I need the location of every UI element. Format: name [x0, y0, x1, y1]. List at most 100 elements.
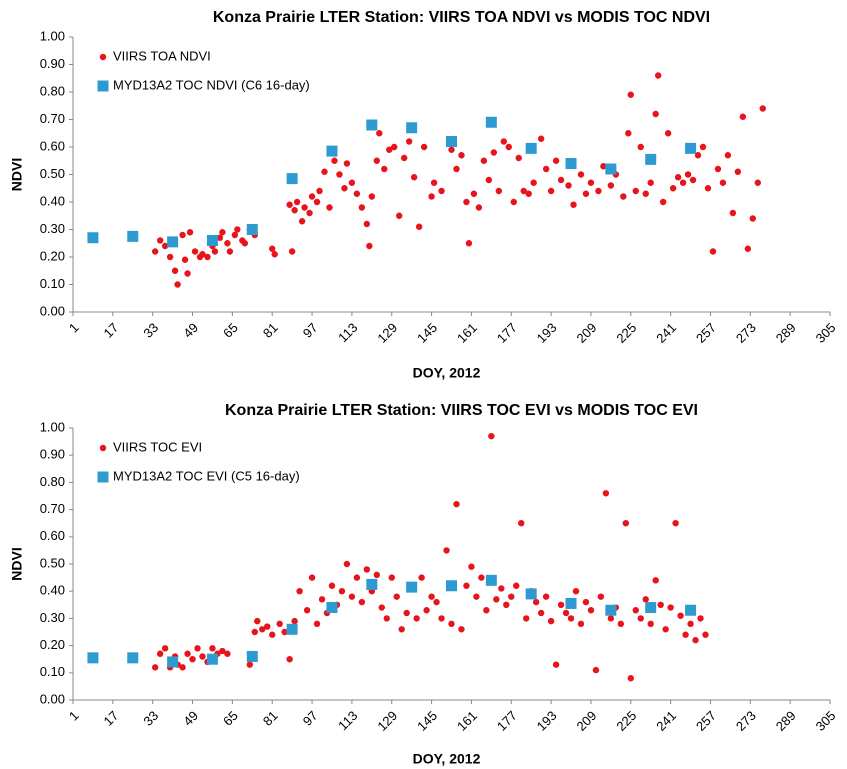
point	[428, 593, 435, 600]
point	[306, 209, 313, 217]
point	[724, 152, 732, 159]
point	[537, 609, 545, 617]
x-tick-label: 145	[414, 320, 440, 346]
point	[373, 571, 380, 579]
point	[403, 609, 410, 617]
y-axis-title: NDVI	[9, 158, 25, 191]
point	[428, 193, 435, 200]
point	[336, 171, 343, 178]
point	[184, 270, 191, 277]
point	[308, 193, 316, 200]
x-tick-label: 113	[335, 320, 360, 345]
square-marker	[406, 581, 418, 593]
point	[518, 520, 525, 527]
point	[443, 547, 450, 554]
square-marker	[167, 656, 179, 668]
point	[473, 593, 480, 600]
x-tick-label: 257	[693, 320, 719, 346]
legend-label: MYD13A2 TOC NDVI (C6 16-day)	[113, 77, 310, 92]
point	[358, 598, 366, 606]
x-tick-label: 177	[494, 708, 520, 734]
point	[391, 143, 398, 151]
point	[672, 520, 679, 527]
point	[542, 593, 550, 600]
point	[485, 176, 493, 184]
point	[478, 574, 485, 581]
point	[620, 193, 627, 200]
point	[383, 615, 390, 622]
point	[562, 609, 570, 617]
point	[702, 631, 709, 638]
point	[510, 198, 517, 206]
point	[607, 615, 615, 622]
chart-title: Konza Prairie LTER Station: VIIRS TOC EV…	[225, 402, 698, 419]
x-axis-title: DOY, 2012	[413, 365, 481, 381]
y-tick-label: 0.00	[40, 303, 65, 318]
square-marker	[167, 236, 179, 248]
point	[326, 204, 333, 211]
point	[625, 130, 632, 137]
square-marker	[127, 230, 139, 242]
point	[398, 626, 405, 633]
point	[520, 187, 527, 195]
x-tick-label: 209	[574, 320, 600, 346]
point	[199, 251, 206, 258]
point	[729, 209, 737, 217]
point	[378, 604, 385, 611]
point	[308, 574, 316, 581]
y-tick-label: 0.50	[40, 555, 65, 570]
point	[587, 607, 595, 614]
point	[386, 146, 393, 153]
x-tick-label: 97	[300, 320, 321, 341]
x-tick-label: 1	[66, 320, 82, 336]
square-marker	[685, 604, 697, 616]
point	[488, 432, 495, 440]
square-marker	[286, 623, 298, 635]
point	[254, 617, 261, 625]
point	[463, 582, 470, 589]
square-marker	[206, 235, 218, 246]
point	[468, 563, 475, 570]
point	[161, 242, 169, 250]
point	[677, 612, 684, 619]
point	[151, 664, 159, 671]
point	[490, 149, 498, 156]
point	[642, 190, 649, 197]
point	[179, 231, 186, 239]
point	[269, 245, 276, 252]
y-tick-label: 1.00	[40, 28, 65, 43]
point	[667, 604, 674, 611]
point	[204, 253, 211, 261]
point	[423, 607, 430, 614]
point	[453, 165, 460, 173]
point	[381, 165, 388, 173]
x-tick-label: 145	[414, 708, 440, 734]
point	[692, 636, 699, 644]
x-tick-label: 97	[300, 708, 321, 729]
point	[276, 620, 283, 628]
point	[734, 168, 742, 175]
y-tick-label: 0.20	[40, 637, 65, 652]
point	[642, 596, 649, 603]
square-marker	[366, 119, 378, 131]
point	[373, 157, 380, 164]
point	[662, 626, 669, 633]
square-marker	[485, 116, 497, 128]
point	[251, 628, 258, 636]
point	[699, 143, 707, 151]
y-tick-label: 0.90	[40, 447, 65, 462]
legend-label: VIIRS TOA NDVI	[113, 48, 211, 63]
point	[413, 615, 420, 622]
point	[498, 585, 505, 592]
point	[418, 574, 425, 581]
point	[438, 615, 445, 622]
x-tick-label: 33	[140, 708, 161, 729]
point	[151, 248, 159, 255]
x-tick-label: 241	[653, 320, 679, 346]
point	[353, 574, 361, 581]
point	[463, 198, 470, 206]
x-tick-label: 161	[454, 708, 480, 734]
x-tick-label: 273	[733, 708, 759, 734]
point	[595, 187, 602, 195]
point	[313, 198, 321, 206]
